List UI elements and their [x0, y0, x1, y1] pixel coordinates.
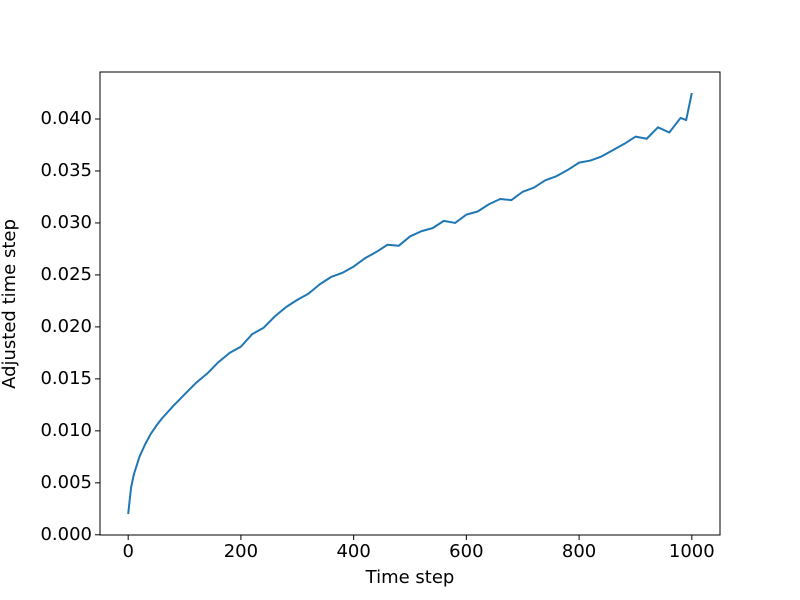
y-tick-label: 0.025	[40, 264, 92, 285]
y-tick-label: 0.010	[40, 420, 92, 441]
y-tick-label: 0.020	[40, 316, 92, 337]
y-tick-label: 0.015	[40, 368, 92, 389]
x-tick-label: 800	[562, 541, 596, 562]
y-tick-label: 0.040	[40, 108, 92, 129]
x-tick-label: 600	[449, 541, 483, 562]
y-axis-label: Adjusted time step	[0, 219, 20, 389]
data-line	[127, 92, 693, 515]
y-tick-label: 0.005	[40, 472, 92, 493]
x-tick-label: 200	[224, 541, 258, 562]
y-tick-label: 0.000	[40, 524, 92, 545]
x-tick-label: 400	[336, 541, 370, 562]
x-tick-label: 1000	[669, 541, 715, 562]
y-tick-label: 0.035	[40, 160, 92, 181]
plot-frame	[99, 71, 721, 536]
y-tick-label: 0.030	[40, 212, 92, 233]
x-tick-label: 0	[122, 541, 133, 562]
x-axis-label: Time step	[365, 567, 455, 588]
